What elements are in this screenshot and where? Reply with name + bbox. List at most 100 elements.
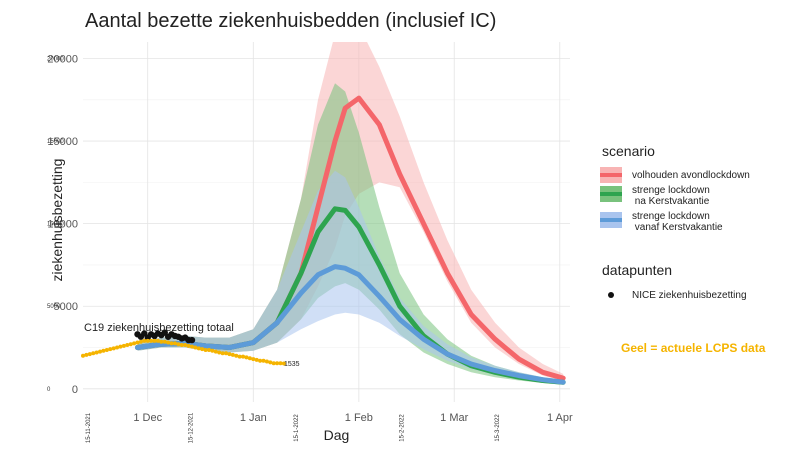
band-strenge-lockdown-vanaf-kerstvakantie [137, 170, 564, 384]
nice-point [188, 336, 196, 344]
lcps-point [94, 350, 99, 355]
lcps-point [115, 345, 120, 350]
lcps-point [166, 340, 171, 345]
lcps-point [261, 358, 266, 363]
lcps-point [203, 347, 208, 352]
lcps-point [251, 357, 256, 362]
chart-title: Aantal bezette ziekenhuisbedden (inclusi… [85, 10, 497, 32]
lcps-point [132, 341, 137, 346]
legend-dot [608, 292, 614, 298]
lcps-point [101, 348, 106, 353]
lcps-point [275, 361, 280, 366]
lcps-point [196, 346, 201, 351]
lcps-point [118, 344, 123, 349]
lcps-point [128, 342, 133, 347]
y-small-tick-label: 10000 [47, 222, 64, 228]
legend-swatch-red [600, 167, 622, 183]
legend-datapunten-title: datapunten [602, 262, 673, 278]
lcps-point [91, 351, 96, 356]
x-tick-label: 1 Jan [240, 412, 267, 424]
lcps-point [145, 338, 150, 343]
lcps-point [155, 338, 160, 343]
lcps-point [230, 352, 235, 357]
y-tick-label: 5000 [54, 301, 78, 313]
band-volhouden-avondlockdown [137, 42, 564, 382]
lcps-point [104, 347, 109, 352]
lcps-point [111, 346, 116, 351]
lcps-point [138, 339, 143, 344]
lcps-point [179, 343, 184, 348]
lcps-point [247, 356, 252, 361]
lcps-point [149, 338, 154, 343]
lcps-point [183, 343, 188, 348]
y-tick-label: 20000 [47, 54, 78, 66]
lcps-point [176, 342, 181, 347]
lcps-point [172, 341, 177, 346]
lcps-point [142, 338, 147, 343]
lcps-point [108, 347, 113, 352]
lcps-point [244, 355, 249, 360]
lcps-point [186, 343, 191, 348]
lcps-point [169, 341, 174, 346]
y-small-tick-label: 20000 [47, 57, 64, 63]
lcps-point [81, 353, 85, 358]
date-tick-label: 15-1-2022 [294, 414, 300, 442]
y-tick-label: 0 [72, 384, 78, 396]
legend-label-blue: strenge lockdown vanaf Kerstvakantie [632, 211, 723, 233]
date-tick-label: 15-12-2021 [188, 412, 194, 443]
lcps-point [213, 349, 218, 354]
lcps-point [135, 340, 140, 345]
lcps-point [207, 347, 212, 352]
x-axis-label: Dag [324, 427, 350, 443]
lcps-point [210, 348, 215, 353]
lcps-point [121, 343, 126, 348]
legend-label-red: volhouden avondlockdown [632, 170, 750, 181]
legend-swatch-blue [600, 212, 622, 228]
date-tick-label: 15-3-2022 [495, 414, 501, 442]
c19-label: C19 ziekenhuisbezetting totaal [84, 322, 234, 334]
legend-swatch-green [600, 186, 622, 202]
lcps-point [87, 352, 92, 357]
x-tick-label: 1 Dec [133, 412, 162, 424]
y-small-tick-label: 0 [47, 387, 51, 393]
lcps-point [237, 354, 242, 359]
x-tick-label: 1 Mar [440, 412, 468, 424]
lcps-point [217, 350, 222, 355]
lcps-point [224, 351, 229, 356]
legend-scenario-title: scenario [602, 143, 655, 159]
lcps-point [268, 360, 273, 365]
lcps-point [189, 344, 194, 349]
date-tick-label: 15-11-2021 [86, 412, 92, 443]
geel-note: Geel = actuele LCPS data [621, 341, 766, 355]
lcps-point [227, 352, 232, 357]
lcps-point [98, 349, 103, 354]
lcps-point [278, 361, 283, 366]
lcps-point [159, 339, 164, 344]
lcps-point [234, 353, 239, 358]
lcps-point [220, 351, 225, 356]
y-small-tick-label: 5000 [47, 304, 61, 310]
y-tick-label: 15000 [47, 136, 78, 148]
lcps-point [152, 338, 157, 343]
last-value-label: 1535 [284, 361, 300, 368]
lcps-point [241, 354, 246, 359]
lcps-point [162, 339, 167, 344]
lcps-point [193, 345, 198, 350]
lcps-point [254, 357, 259, 362]
legend-label-green: strenge lockdown na Kerstvakantie [632, 185, 710, 207]
lcps-point [84, 352, 89, 357]
legend-label-nice: NICE ziekenhuisbezetting [632, 290, 747, 301]
y-tick-label: 10000 [47, 219, 78, 231]
line-strenge-lockdown-vanaf-kerstvakantie [135, 264, 566, 385]
lcps-point [258, 358, 263, 363]
date-tick-label: 15-2-2022 [400, 414, 406, 442]
lcps-point [125, 343, 130, 348]
x-tick-label: 1 Apr [547, 412, 573, 424]
y-axis-label: ziekenhuisbezetting [49, 159, 65, 282]
lcps-point [271, 361, 276, 366]
lcps-point [281, 361, 286, 366]
y-small-tick-label: 15000 [47, 139, 64, 145]
lcps-point [200, 347, 205, 352]
